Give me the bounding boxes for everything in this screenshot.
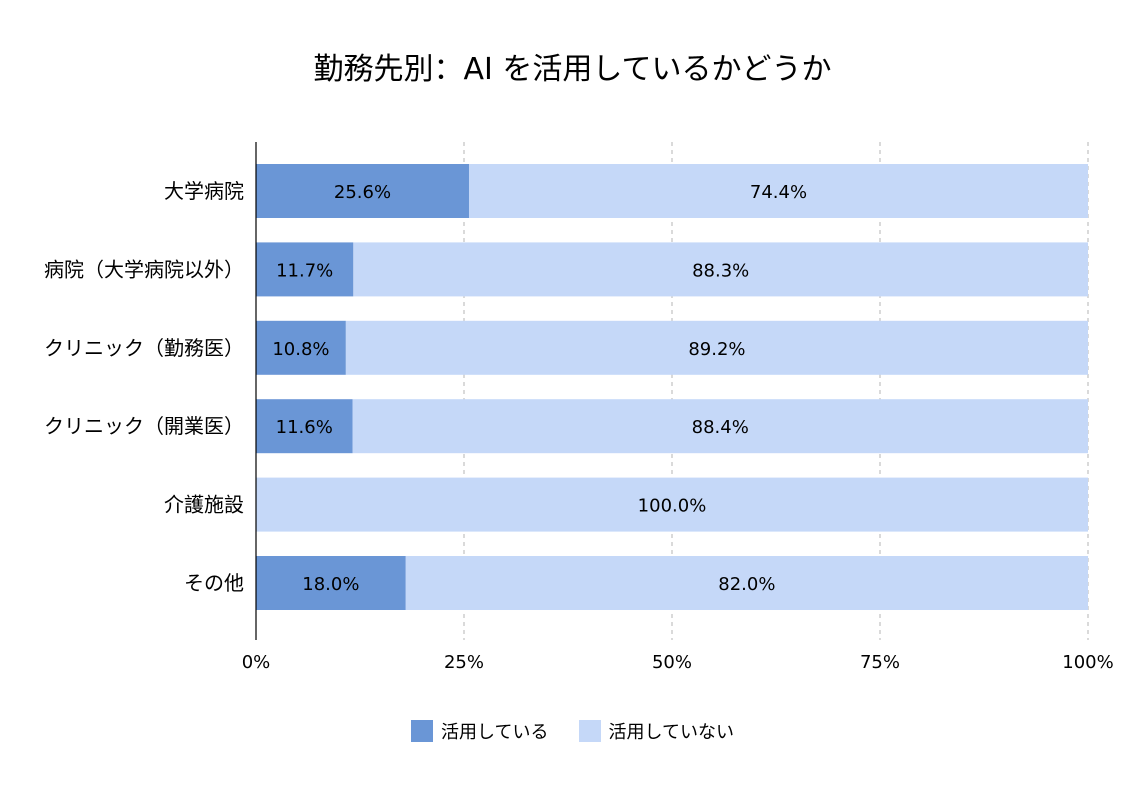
legend-item-using: 活用している [411,718,549,744]
bar-using-5 [256,556,406,610]
x-tick-label-50: 50% [652,652,692,673]
data-label-not-using-3: 88.4% [692,417,749,438]
legend-swatch-using [411,720,434,742]
data-label-using-1: 11.7% [276,260,333,281]
bar-not-using-1 [353,242,1088,297]
x-tick-label-100: 100% [1062,652,1113,673]
bar-using-0 [256,164,469,218]
data-label-using-2: 10.8% [272,339,329,360]
category-label-0: 大学病院 [164,179,244,203]
category-label-2: クリニック（勤務医） [44,336,244,360]
chart-title: 勤務先別：AI を活用しているかどうか [313,52,832,87]
legend-item-not-using: 活用していない [578,718,734,744]
bar-not-using-3 [352,399,1089,454]
category-label-4: 介護施設 [164,493,244,517]
data-label-not-using-5: 82.0% [718,574,775,595]
data-label-not-using-0: 74.4% [750,182,807,203]
data-label-not-using-1: 88.3% [692,260,749,281]
bar-not-using-5 [405,556,1088,610]
data-label-using-0: 25.6% [334,182,391,203]
data-label-using-3: 11.6% [276,417,333,438]
legend-label-not-using: 活用していない [608,722,734,743]
category-label-5: その他 [184,571,244,595]
bar-using-3 [256,399,353,454]
x-tick-label-25: 25% [444,652,484,673]
data-label-not-using-4: 100.0% [638,496,707,517]
bar-not-using-2 [345,320,1089,375]
category-label-1: 病院（大学病院以外） [44,257,244,281]
data-label-using-5: 18.0% [302,574,359,595]
x-tick-label-0: 0% [242,652,271,673]
legend: 活用している 活用していない [0,718,1145,744]
bar-using-1 [256,242,354,297]
category-label-3: クリニック（開業医） [44,414,244,438]
bar-not-using-4 [256,477,1088,532]
bar-not-using-0 [468,164,1088,218]
legend-label-using: 活用している [441,722,549,743]
data-label-not-using-2: 89.2% [688,339,745,360]
legend-swatch-not-using [578,720,601,742]
bar-using-2 [256,320,346,375]
x-tick-label-75: 75% [860,652,900,673]
